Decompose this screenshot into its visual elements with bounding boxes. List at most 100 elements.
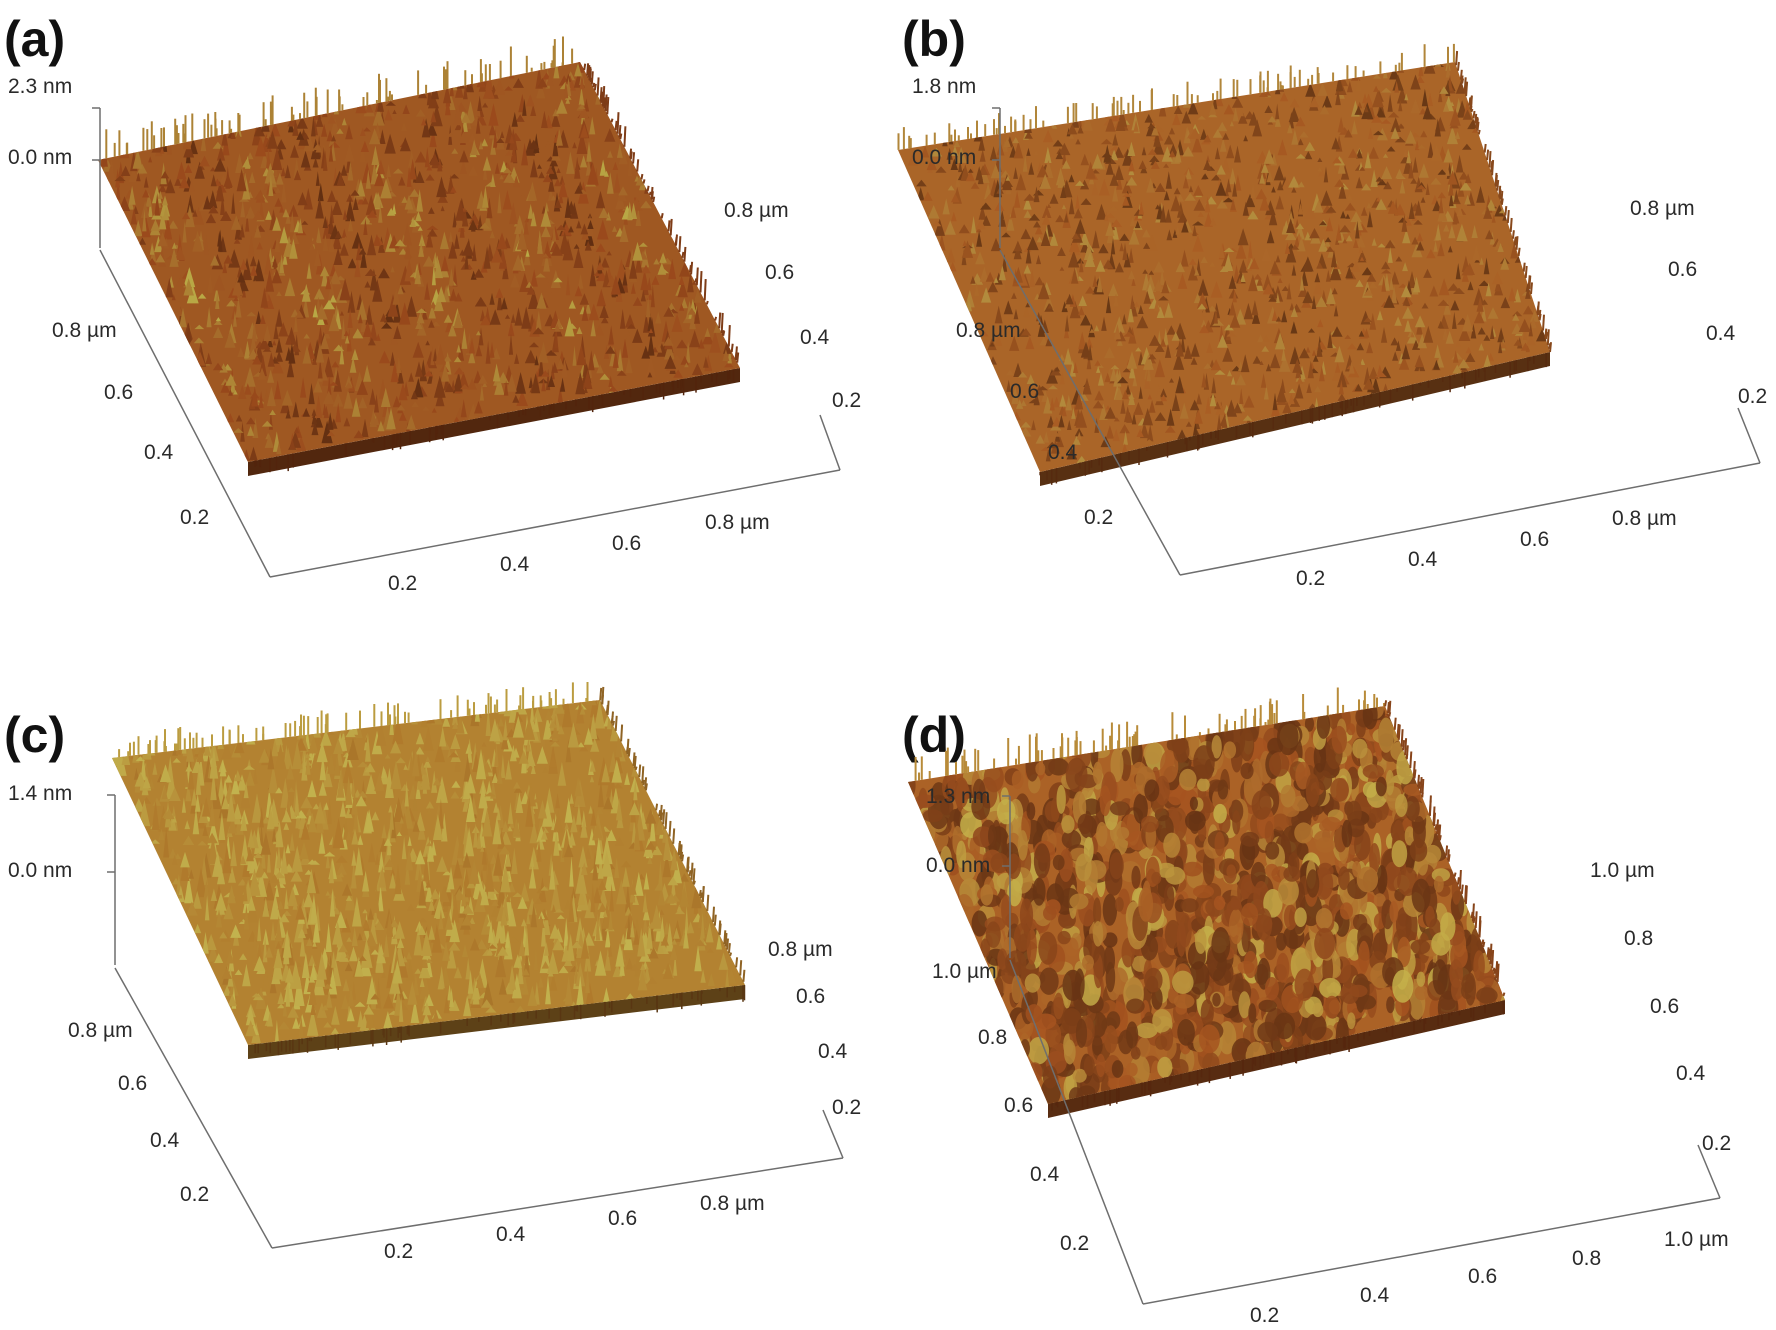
surface-spike: [1398, 356, 1410, 370]
surface-spike: [202, 824, 209, 836]
surface-spike: [588, 350, 595, 371]
surface-spike: [700, 912, 705, 939]
surface-spike: [354, 1001, 366, 1007]
surface-spike: [442, 870, 452, 876]
surface-spike: [1253, 273, 1262, 280]
surface-spike: [468, 859, 480, 884]
surface-spike: [1023, 193, 1036, 201]
surface-spike: [907, 151, 919, 166]
surface-spike: [693, 288, 702, 303]
surface-spike: [1201, 372, 1207, 388]
surface-spike: [1154, 359, 1165, 378]
surface-spike: [1219, 243, 1225, 259]
surface-spike: [640, 269, 649, 291]
surface-spike: [630, 776, 640, 793]
edge-spike: [1511, 230, 1515, 239]
surface-spike: [1147, 148, 1157, 155]
surface-spike: [399, 816, 404, 824]
surface-spike: [329, 294, 337, 303]
surface-spike: [341, 117, 347, 126]
surface-spike: [254, 224, 262, 238]
surface-spike: [313, 249, 322, 267]
surface-spike: [300, 821, 310, 840]
surface-spike: [1209, 217, 1217, 226]
surface-spike: [312, 157, 319, 168]
surface-spike: [1305, 346, 1311, 353]
surface-spike: [1317, 319, 1324, 328]
surface-spike: [570, 814, 578, 833]
surface-spike: [1452, 364, 1463, 374]
surface-spike: [507, 801, 514, 824]
surface-spike: [212, 850, 224, 877]
surface-spike: [499, 131, 505, 138]
surface-spike: [360, 247, 367, 268]
surface-spike: [1462, 143, 1472, 150]
surface-spike: [1317, 166, 1323, 172]
surface-spike: [1355, 176, 1363, 189]
surface-spike: [306, 807, 313, 816]
surface-spike: [343, 417, 351, 427]
surface-spike: [184, 204, 195, 228]
surface-spike: [280, 777, 291, 808]
surface-spike: [401, 196, 408, 203]
surface-spike: [1060, 185, 1067, 198]
surface-spike: [638, 242, 648, 247]
surface-spike: [1136, 428, 1144, 437]
panel-d: (d) 1.3 nm 0.0 nm 1.0 µm 0.8 0.6 0.4 0.2…: [902, 687, 1731, 1327]
surface-spike: [480, 999, 493, 1008]
surface-spike: [538, 341, 549, 363]
surface-spike: [1009, 335, 1020, 351]
surface-spike: [606, 211, 611, 221]
surface-spike: [585, 965, 590, 994]
surface-spike: [539, 943, 552, 974]
surface-spike: [946, 147, 953, 160]
surface-spike: [1364, 105, 1369, 113]
surface-spike: [1447, 170, 1458, 185]
surface-spike: [1398, 99, 1403, 112]
surface-spike: [547, 950, 559, 974]
surface-spike: [120, 165, 131, 176]
surface-spike: [662, 851, 672, 878]
surface-spike: [1173, 187, 1181, 195]
surface-spike: [1187, 264, 1198, 281]
surface-spike: [409, 217, 416, 227]
surface-spike: [1368, 281, 1378, 289]
surface-spike: [502, 190, 512, 210]
surface-spike: [226, 791, 236, 822]
surface-spike: [694, 306, 701, 324]
surface-spike: [493, 802, 499, 813]
edge-spike: [723, 930, 727, 945]
left-tick: 0.8 µm: [68, 1019, 133, 1042]
surface-spike: [361, 931, 368, 941]
surface-spike: [1401, 285, 1412, 298]
surface-spike: [530, 902, 537, 928]
surface-spike: [1117, 376, 1129, 384]
surface-spike: [1214, 147, 1221, 160]
surface-spike: [266, 148, 271, 169]
surface-spike: [592, 242, 597, 249]
surface-spike: [184, 875, 194, 904]
surface-spike: [1346, 193, 1353, 201]
surface-spike: [627, 153, 632, 176]
surface-spike: [1344, 334, 1352, 339]
surface-spike: [1487, 352, 1495, 362]
edge-spike: [1546, 329, 1550, 346]
surface-spike: [393, 325, 402, 339]
left-tick: 0.6: [104, 381, 133, 404]
surface-spike: [541, 916, 547, 947]
surface-spike: [285, 967, 295, 983]
surface-spike: [1419, 108, 1427, 115]
surface-spike: [476, 830, 482, 849]
surface-spike: [1020, 228, 1032, 240]
surface-spike: [1281, 286, 1290, 291]
surface-spike: [332, 907, 341, 915]
surface-spike: [1133, 120, 1139, 132]
surface-spike: [364, 762, 376, 773]
surface-spike: [1394, 316, 1402, 326]
surface-spike: [338, 943, 348, 953]
surface-spike: [608, 944, 613, 957]
surface-spike: [114, 748, 127, 776]
surface-spike: [671, 938, 677, 945]
edge-spike: [688, 265, 692, 273]
edge-spike: [640, 173, 644, 180]
